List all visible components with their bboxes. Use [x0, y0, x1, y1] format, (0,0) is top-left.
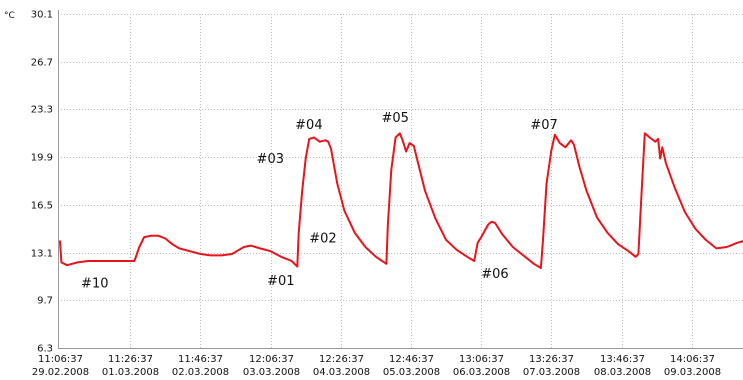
y-tick-label: 13.1	[31, 249, 53, 260]
annotation-label: #02	[309, 232, 336, 247]
x-tick-time: 13:26:37	[529, 354, 574, 365]
y-tick-label: 30.1	[31, 10, 53, 21]
x-tick-time: 12:46:37	[389, 354, 434, 365]
x-tick-time: 11:46:37	[178, 354, 223, 365]
x-tick-time: 12:06:37	[249, 354, 294, 365]
x-tick-time: 11:06:37	[38, 354, 83, 365]
x-tick-date: 04.03.2008	[313, 367, 370, 378]
x-tick-date: 06.03.2008	[453, 367, 510, 378]
y-tick-label: 9.7	[37, 296, 53, 307]
y-tick-label: 19.9	[31, 153, 53, 164]
y-unit-label: °C	[4, 11, 15, 21]
annotation-label: #04	[295, 118, 322, 133]
x-tick-labels: 11:06:37 29.02.2008 11:26:37 01.03.2008 11:4…	[32, 354, 721, 378]
y-tick-labels: 30.1 26.7 23.3 19.9 16.5 13.1 9.7 6.3	[31, 10, 53, 355]
annotation-label: #01	[267, 274, 294, 289]
x-tick-time: 12:26:37	[319, 354, 364, 365]
x-tick-date: 29.02.2008	[32, 367, 89, 378]
annotation-label: #07	[530, 118, 557, 133]
x-tick-date: 08.03.2008	[594, 367, 651, 378]
grid-lines	[58, 14, 743, 348]
x-tick-date: 02.03.2008	[172, 367, 229, 378]
x-tick-time: 13:06:37	[459, 354, 504, 365]
x-tick-date: 07.03.2008	[523, 367, 580, 378]
annotation-label: #06	[481, 267, 508, 282]
y-tick-label: 23.3	[31, 105, 53, 116]
y-tick-label: 6.3	[37, 344, 53, 355]
x-tick-time: 14:06:37	[670, 354, 715, 365]
annotation-label: #03	[257, 152, 284, 167]
x-tick-date: 09.03.2008	[664, 367, 721, 378]
x-tick-date: 01.03.2008	[102, 367, 159, 378]
series-layer	[59, 132, 743, 269]
x-tick-time: 13:46:37	[600, 354, 645, 365]
y-tick-label: 16.5	[31, 201, 53, 212]
temperature-series-line	[59, 132, 743, 269]
annotations: #10#01#02#03#04#05#06#07#08#09	[81, 111, 558, 292]
x-tick-time: 11:26:37	[108, 354, 153, 365]
annotation-label: #05	[382, 111, 409, 126]
y-tick-label: 26.7	[31, 58, 53, 69]
x-tick-date: 05.03.2008	[383, 367, 440, 378]
x-tick-date: 03.03.2008	[243, 367, 300, 378]
annotation-label: #10	[81, 277, 108, 292]
